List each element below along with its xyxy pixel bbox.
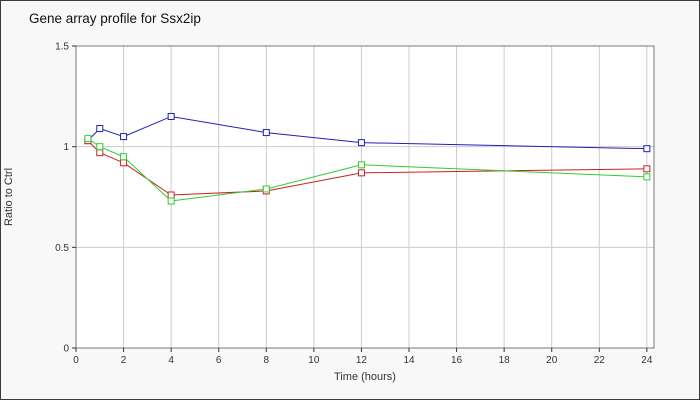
y-tick-label: 1.5 bbox=[55, 42, 69, 53]
chart-title: Gene array profile for Ssx2ip bbox=[29, 11, 201, 26]
x-tick-label: 12 bbox=[356, 355, 368, 366]
y-tick-label: 1 bbox=[63, 142, 69, 153]
blue-series-marker bbox=[96, 125, 104, 133]
red-series-marker bbox=[96, 149, 104, 157]
green-series-marker bbox=[120, 153, 128, 161]
x-tick-label: 18 bbox=[499, 355, 511, 366]
x-tick-label: 8 bbox=[264, 355, 270, 366]
plot-frame bbox=[75, 45, 655, 349]
y-tick-label: 0.5 bbox=[55, 243, 69, 254]
blue-series-marker bbox=[357, 139, 365, 147]
x-tick-label: 2 bbox=[121, 355, 127, 366]
red-series-marker bbox=[167, 191, 175, 199]
green-series-marker bbox=[167, 197, 175, 205]
x-tick-label: 22 bbox=[594, 355, 606, 366]
x-axis-label: Time (hours) bbox=[334, 371, 396, 383]
x-tick-label: 16 bbox=[451, 355, 463, 366]
green-series-marker bbox=[96, 143, 104, 151]
y-tick-label: 0 bbox=[63, 344, 69, 355]
green-series-marker bbox=[643, 173, 651, 181]
x-tick-label: 10 bbox=[308, 355, 320, 366]
x-tick-label: 20 bbox=[546, 355, 558, 366]
green-series-marker bbox=[84, 135, 92, 143]
x-tick-label: 0 bbox=[73, 355, 79, 366]
x-tick-label: 24 bbox=[641, 355, 653, 366]
x-tick-label: 6 bbox=[216, 355, 222, 366]
red-series-marker bbox=[357, 169, 365, 177]
green-series-marker bbox=[262, 185, 270, 193]
green-series-marker bbox=[357, 161, 365, 169]
blue-series-marker bbox=[643, 145, 651, 153]
blue-series-marker bbox=[120, 133, 128, 141]
red-series-marker bbox=[643, 165, 651, 173]
blue-series-marker bbox=[262, 129, 270, 137]
blue-series-marker bbox=[167, 112, 175, 120]
x-tick-label: 14 bbox=[403, 355, 415, 366]
red-series-marker bbox=[120, 159, 128, 167]
plot-area bbox=[76, 46, 654, 348]
x-tick-label: 4 bbox=[168, 355, 174, 366]
